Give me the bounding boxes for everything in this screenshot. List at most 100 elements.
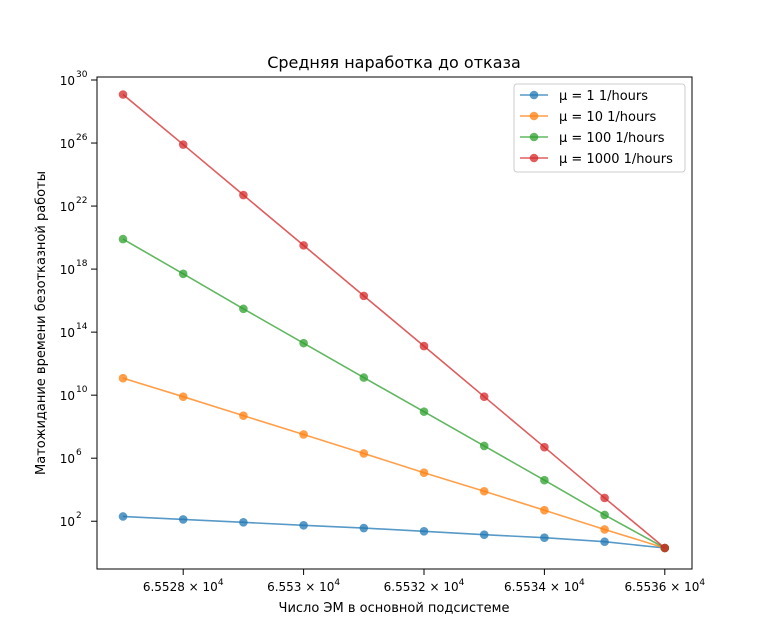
- x-axis-label: Число ЭМ в основной подсистеме: [279, 601, 510, 616]
- data-point: [600, 493, 609, 503]
- data-point: [359, 523, 369, 533]
- data-point: [540, 505, 549, 515]
- data-point: [479, 530, 489, 539]
- series-line: [122, 238, 666, 549]
- data-point: [419, 526, 429, 536]
- y-tick-label: 10: [60, 389, 75, 403]
- x-tick-mantissa: 6.5534: [504, 580, 546, 594]
- y-tick-exponent: 18: [76, 259, 88, 269]
- chart-title: Средняя наработка до отказа: [267, 53, 521, 72]
- data-point: [419, 407, 429, 416]
- x-tick-exponent: 4: [334, 578, 340, 588]
- y-tick-exponent: 30: [76, 70, 88, 80]
- data-point: [540, 475, 549, 485]
- x-tick-base: 10: [684, 580, 699, 594]
- x-tick-base: 10: [443, 580, 458, 594]
- data-point: [118, 90, 128, 99]
- data-point: [178, 269, 188, 279]
- x-tick-exponent: 4: [218, 578, 224, 588]
- data-point: [540, 442, 549, 452]
- legend: μ = 1 1/hours μ = 10 1/hours μ = 100 1/hou…: [513, 83, 686, 173]
- legend-marker: [529, 153, 539, 163]
- data-point: [118, 512, 128, 521]
- data-point: [239, 304, 248, 314]
- data-point: [359, 449, 369, 458]
- x-tick-times: ×: [301, 580, 319, 594]
- data-point: [479, 441, 489, 451]
- data-point: [419, 341, 429, 351]
- legend-marker: [529, 111, 539, 121]
- data-point: [359, 373, 369, 382]
- x-tick-label: 6.5528 × 104: [143, 578, 224, 594]
- data-point: [178, 392, 188, 401]
- x-tick-times: ×: [546, 580, 564, 594]
- x-tick-base: 10: [564, 580, 579, 594]
- x-tick-exponent: 4: [699, 578, 705, 588]
- data-point: [299, 430, 308, 439]
- data-point: [600, 537, 609, 547]
- y-tick-label: 10: [60, 74, 75, 88]
- data-point: [299, 521, 308, 530]
- data-point: [600, 510, 609, 520]
- x-tick-label: 6.5532 × 104: [384, 578, 465, 594]
- data-point: [178, 140, 188, 149]
- x-tick-times: ×: [666, 580, 684, 594]
- series-line: [122, 93, 666, 549]
- y-tick-exponent: 10: [76, 385, 88, 395]
- legend-label: μ = 1000 1/hours: [559, 152, 673, 167]
- data-point: [299, 241, 308, 250]
- x-tick-exponent: 4: [459, 578, 465, 588]
- series-4: [118, 90, 670, 553]
- legend-marker: [529, 90, 539, 100]
- x-tick-label: 6.5534 × 104: [504, 578, 585, 594]
- legend-marker: [529, 132, 539, 142]
- x-tick-mantissa: 6.5528: [143, 580, 185, 594]
- legend-box: [513, 83, 686, 173]
- data-point: [118, 373, 128, 383]
- data-point: [299, 338, 308, 348]
- series-layer: [118, 90, 670, 553]
- x-tick-label: 6.553 × 104: [267, 578, 340, 594]
- x-tick-label: 6.5536 × 104: [624, 578, 705, 594]
- y-tick-exponent: 26: [76, 133, 88, 143]
- series-line: [122, 377, 666, 549]
- y-tick-label: 10: [60, 515, 75, 529]
- y-axis-label: Матожидание времени безотказной работы: [34, 171, 49, 475]
- y-tick-label: 10: [60, 452, 75, 466]
- data-point: [419, 468, 429, 478]
- y-tick-exponent: 14: [76, 322, 88, 332]
- x-tick-base: 10: [319, 580, 334, 594]
- data-point: [359, 291, 369, 301]
- y-tick-label: 10: [60, 200, 75, 214]
- legend-label: μ = 1 1/hours: [559, 89, 648, 104]
- data-point: [239, 190, 248, 200]
- x-tick-mantissa: 6.553: [267, 580, 301, 594]
- x-tick-base: 10: [203, 580, 218, 594]
- x-tick-exponent: 4: [579, 578, 585, 588]
- plot-area: [96, 76, 693, 570]
- data-point: [660, 543, 670, 553]
- series-3: [118, 234, 670, 553]
- legend-label: μ = 10 1/hours: [559, 110, 657, 125]
- y-tick-label: 10: [60, 137, 75, 151]
- x-tick-times: ×: [185, 580, 203, 594]
- y-tick-label: 10: [60, 326, 75, 340]
- y-tick-exponent: 22: [76, 196, 87, 206]
- data-point: [118, 234, 128, 244]
- series-line: [122, 515, 665, 549]
- data-point: [540, 533, 549, 543]
- x-axis-ticks: 6.5528 × 104 6.553 × 104 6.5532 × 104 6.553…: [143, 569, 705, 594]
- data-point: [178, 515, 188, 524]
- y-tick-exponent: 6: [76, 448, 82, 458]
- data-point: [239, 518, 248, 527]
- data-point: [239, 411, 248, 420]
- x-tick-times: ×: [426, 580, 444, 594]
- x-tick-mantissa: 6.5532: [384, 580, 426, 594]
- data-point: [479, 486, 489, 496]
- plot-frame: [96, 76, 693, 570]
- data-point: [479, 392, 489, 401]
- data-point: [600, 525, 609, 534]
- legend-label: μ = 100 1/hours: [559, 131, 665, 146]
